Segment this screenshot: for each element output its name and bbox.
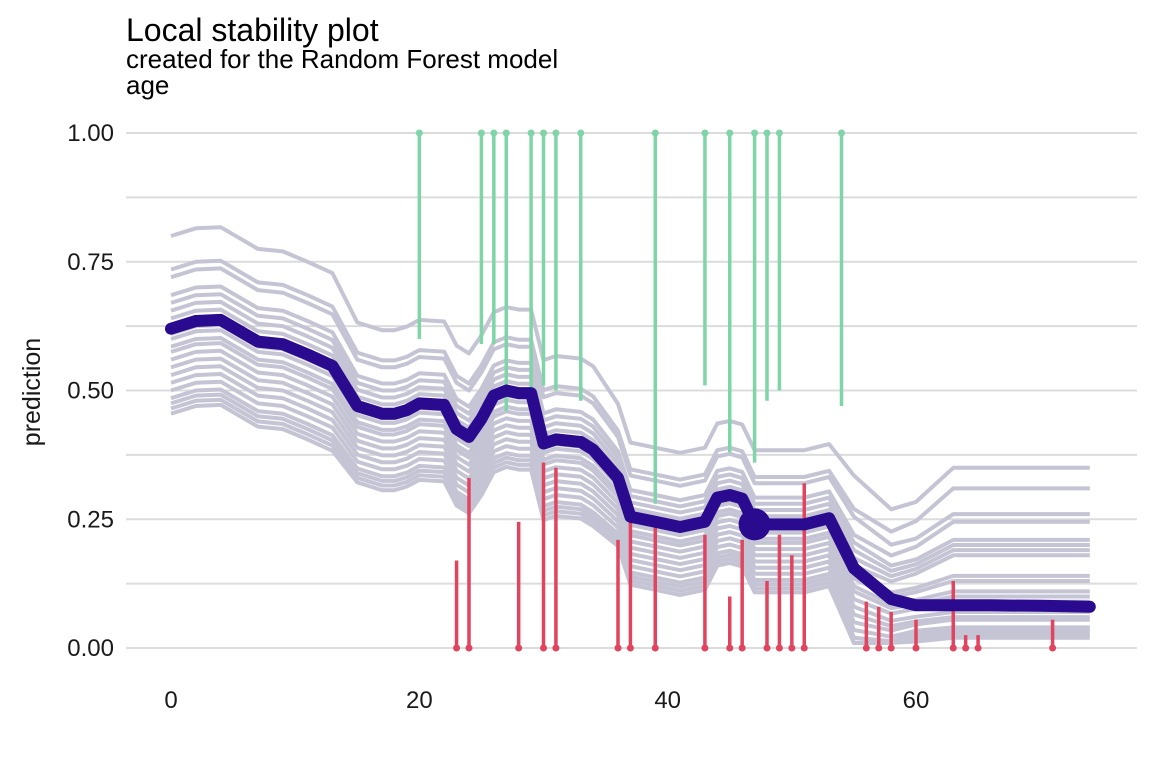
x-tick-label: 20 <box>406 687 433 714</box>
residual-negative-end <box>701 644 709 652</box>
residual-negative-end <box>726 644 734 652</box>
profile-line <box>170 284 1090 558</box>
residual-negative-end <box>788 644 796 652</box>
residual-positive-end <box>838 129 845 137</box>
chart-titles: Local stability plot created for the Ran… <box>126 14 558 98</box>
residual-negative-end <box>453 644 461 652</box>
profile-line <box>170 292 1090 568</box>
residual-negative-end <box>540 644 547 652</box>
residual-positive-end <box>775 129 783 137</box>
y-tick-label: 1.00 <box>67 120 114 147</box>
chart-subtitle: created for the Random Forest model <box>126 44 559 74</box>
observation-point <box>738 508 771 541</box>
profile-line <box>170 348 1090 616</box>
y-tick-label: 0.50 <box>67 378 114 405</box>
y-tick-label: 0.25 <box>67 506 114 533</box>
profile-line <box>170 341 1090 611</box>
main-profile-line <box>165 313 1096 613</box>
residual-positive-end <box>763 129 771 137</box>
x-tick-label: 0 <box>164 687 177 714</box>
y-axis: 0.00 0.25 0.50 0.75 1.00 <box>67 120 114 662</box>
residual-positive-end <box>701 129 709 137</box>
residual-negative-end <box>465 644 473 652</box>
y-tick-label: 0.75 <box>67 249 114 276</box>
residual-positive-end <box>415 129 423 137</box>
residual-positive-end <box>490 129 498 137</box>
y-tick-label: 0.00 <box>67 635 114 662</box>
profile-line <box>170 336 1090 607</box>
residual-negative-end <box>626 644 634 652</box>
residual-negative-end <box>552 644 560 652</box>
residual-negative-end <box>800 644 808 652</box>
residual-negative-end <box>974 644 982 652</box>
residual-negative-end <box>738 644 746 652</box>
residual-negative-end <box>912 644 920 652</box>
residual-positive-end <box>751 129 759 137</box>
profile-line <box>170 299 1090 573</box>
profile-line <box>170 266 1090 547</box>
residual-negative-end <box>775 644 783 652</box>
residual-positive-end <box>726 129 734 137</box>
residual-positive-end <box>651 129 659 137</box>
residual-negative-end <box>862 644 870 652</box>
residual-positive-end <box>477 129 485 137</box>
residual-positive-end <box>502 129 510 137</box>
residual-positive-end <box>577 129 585 137</box>
chart-title: Local stability plot <box>126 12 379 48</box>
residual-positive-end <box>527 129 535 137</box>
residual-negative-end <box>651 644 659 652</box>
residual-segments <box>415 129 1057 652</box>
residual-positive-end <box>540 129 547 137</box>
facet-label: age <box>126 70 170 100</box>
x-tick-label: 40 <box>654 687 681 714</box>
x-axis: 0 20 40 60 <box>164 687 929 714</box>
residual-negative-end <box>515 644 523 652</box>
main-profile-group <box>165 313 1096 613</box>
residual-positive-end <box>552 129 560 137</box>
residual-negative-end <box>763 644 771 652</box>
residual-negative-end <box>887 644 895 652</box>
residual-negative-end <box>962 644 970 652</box>
x-tick-label: 60 <box>903 687 930 714</box>
residual-negative-end <box>875 644 883 652</box>
y-axis-title: prediction <box>18 338 46 446</box>
residual-negative-end <box>1049 644 1057 652</box>
residual-negative-end <box>949 644 957 652</box>
residual-negative-end <box>614 644 622 652</box>
